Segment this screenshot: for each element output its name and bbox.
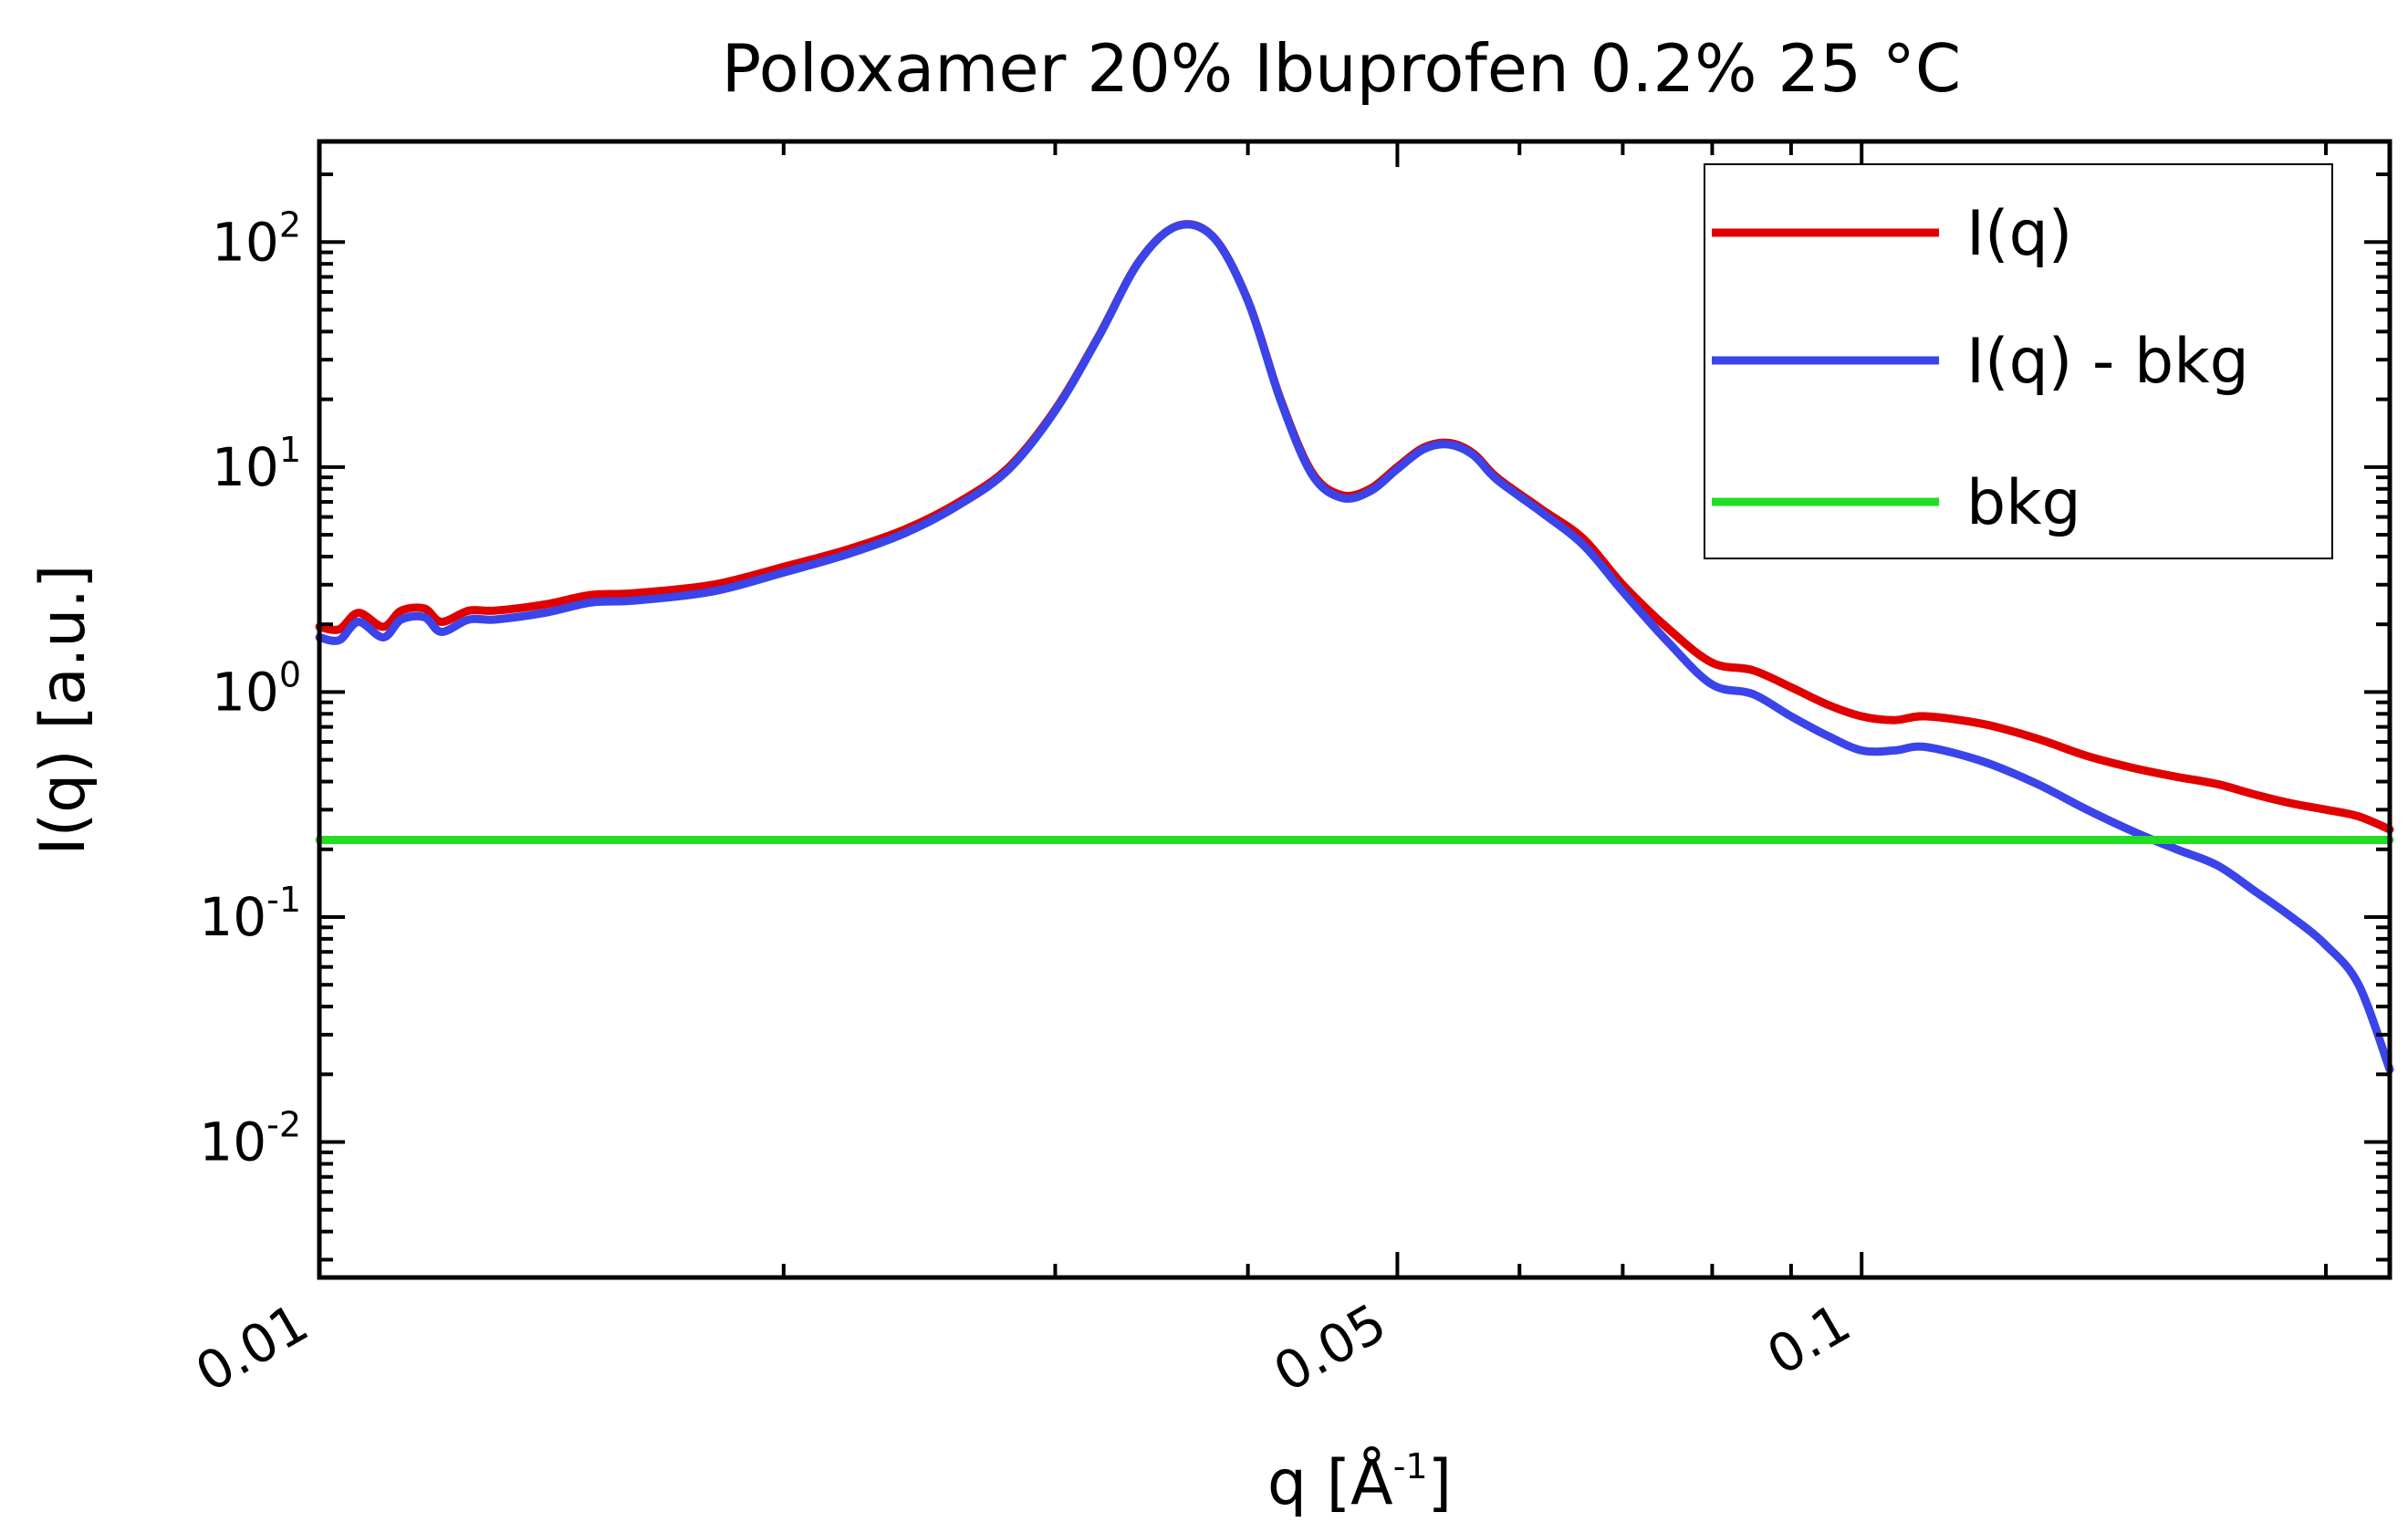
y-axis-label: I(q) [a.u.] (27, 565, 99, 856)
x-tick-label: 0.01 (185, 1291, 318, 1403)
x-axis-label: q [Å-1] (1267, 1445, 1452, 1519)
chart-title: Poloxamer 20% Ibuprofen 0.2% 25 °C (722, 30, 1961, 107)
y-tick-label: 10-1 (199, 880, 301, 948)
y-tick-label: 100 (212, 654, 301, 723)
legend: I(q) I(q) - bkg bkg (1704, 163, 2333, 559)
legend-label: bkg (1966, 467, 2081, 539)
x-tick-label: 0.1 (1756, 1291, 1861, 1387)
legend-items: I(q) I(q) - bkg bkg (1712, 198, 2249, 539)
x-tick-label: 0.05 (1264, 1291, 1397, 1403)
y-tick-label: 10-2 (199, 1105, 301, 1173)
series-line-iq-minus-bkg (315, 220, 2394, 1074)
legend-label: I(q) (1966, 198, 2072, 270)
axes-frame (317, 139, 2392, 1280)
y-tick-label: 101 (212, 430, 301, 498)
plot-area: 102 101 100 10-1 10-2 0.01 0.05 0.1 (185, 139, 2394, 1404)
series-layer (315, 220, 2394, 1074)
y-tick-label: 102 (212, 204, 301, 273)
ticks-layer: 102 101 100 10-1 10-2 0.01 0.05 0.1 (185, 141, 2390, 1404)
legend-label: I(q) - bkg (1966, 326, 2249, 398)
